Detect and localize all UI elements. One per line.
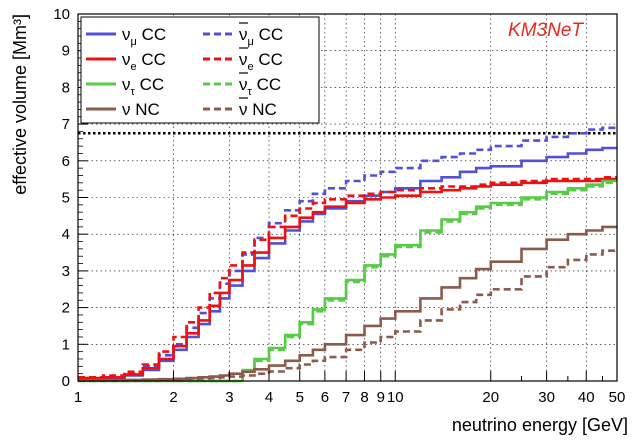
x-tick-label: 5: [296, 389, 304, 406]
y-tick-label: 8: [62, 79, 70, 96]
y-tick-label: 5: [62, 190, 70, 207]
series-line: [78, 177, 617, 380]
x-tick-label: 3: [225, 389, 233, 406]
series-line: [78, 249, 617, 382]
y-tick-label: 9: [62, 43, 70, 60]
y-tick-label: 6: [62, 153, 70, 170]
x-tick-label: 9: [377, 389, 385, 406]
series-line: [78, 126, 617, 380]
x-tick-label: 10: [387, 389, 404, 406]
x-tick-label: 4: [265, 389, 273, 406]
y-tick-label: 4: [62, 226, 70, 243]
x-tick-label: 50: [609, 389, 626, 406]
series-line: [78, 176, 617, 379]
x-tick-label: 8: [360, 389, 368, 406]
legend-box: [80, 16, 320, 124]
x-tick-label: 20: [482, 389, 499, 406]
legend-label: ν NC: [239, 100, 277, 119]
y-tick-label: 3: [62, 263, 70, 280]
x-tick-label: 7: [342, 389, 350, 406]
x-tick-label: 6: [321, 389, 329, 406]
y-tick-label: 10: [53, 6, 70, 23]
legend-label: νμ CC: [239, 25, 283, 48]
legend-label: ν NC: [122, 100, 160, 119]
x-axis-title: neutrino energy [GeV]: [452, 415, 628, 435]
km3net-watermark: KM3NeT: [508, 20, 584, 41]
y-tick-label: 0: [62, 373, 70, 390]
y-tick-label: 1: [62, 336, 70, 353]
series-line: [78, 181, 617, 383]
x-tick-label: 30: [538, 389, 555, 406]
y-axis-title: effective volume [Mm³]: [10, 14, 30, 195]
x-tick-label: 1: [74, 389, 82, 406]
y-tick-label: 7: [62, 116, 70, 133]
x-tick-label: 40: [578, 389, 595, 406]
series-layer: [78, 126, 617, 383]
y-tick-label: 2: [62, 300, 70, 317]
x-tick-label: 2: [169, 389, 177, 406]
